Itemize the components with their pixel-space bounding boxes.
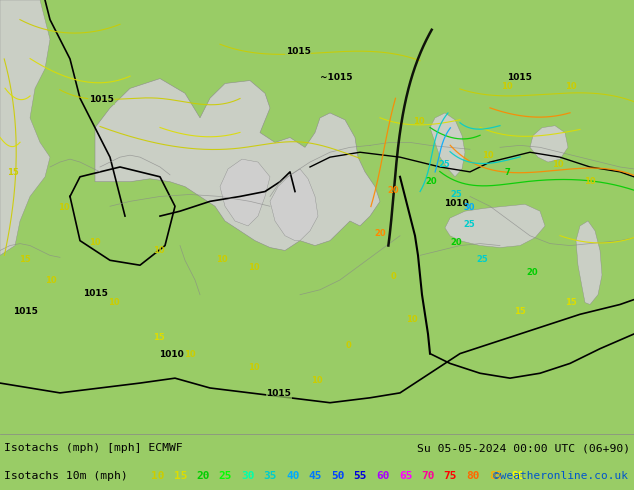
Text: 25: 25 <box>219 471 232 481</box>
Text: 7: 7 <box>504 169 510 177</box>
Text: 10: 10 <box>584 177 595 186</box>
Text: 1015: 1015 <box>13 307 38 316</box>
Text: 55: 55 <box>354 471 367 481</box>
Text: 85: 85 <box>489 471 502 481</box>
Text: 15: 15 <box>7 169 18 177</box>
Text: 10: 10 <box>501 82 513 91</box>
Text: 20: 20 <box>527 268 538 277</box>
Text: 10: 10 <box>153 246 164 255</box>
Text: 15: 15 <box>565 298 576 307</box>
Text: 10: 10 <box>552 160 564 169</box>
Text: 0: 0 <box>346 341 352 350</box>
Text: 1010: 1010 <box>158 350 184 359</box>
Text: 40: 40 <box>286 471 300 481</box>
Text: 1015: 1015 <box>82 290 108 298</box>
Text: 30: 30 <box>242 471 255 481</box>
Text: 10: 10 <box>248 264 259 272</box>
Text: 10: 10 <box>108 298 120 307</box>
Text: 10: 10 <box>184 350 196 359</box>
Polygon shape <box>530 126 568 162</box>
Text: ©weatheronline.co.uk: ©weatheronline.co.uk <box>493 471 628 481</box>
Text: 1010: 1010 <box>444 198 469 208</box>
Text: 1015: 1015 <box>285 48 311 56</box>
Text: 30: 30 <box>463 203 475 212</box>
Polygon shape <box>0 0 50 255</box>
Text: 1015: 1015 <box>266 389 292 398</box>
Text: 20: 20 <box>197 471 210 481</box>
Text: 60: 60 <box>376 471 390 481</box>
Text: 1015: 1015 <box>507 74 533 82</box>
Text: 10: 10 <box>152 471 165 481</box>
Text: 10: 10 <box>58 203 69 212</box>
Text: ~1015: ~1015 <box>320 74 353 82</box>
Text: 10: 10 <box>482 151 494 160</box>
Text: 25: 25 <box>476 255 488 264</box>
Polygon shape <box>445 204 545 247</box>
Text: 70: 70 <box>421 471 435 481</box>
Text: 10: 10 <box>45 276 56 285</box>
Polygon shape <box>430 113 465 177</box>
Text: 20: 20 <box>425 177 437 186</box>
Text: 10: 10 <box>413 117 424 125</box>
Text: 15: 15 <box>153 333 164 342</box>
Text: Isotachs 10m (mph): Isotachs 10m (mph) <box>4 471 127 481</box>
Text: 65: 65 <box>399 471 412 481</box>
Polygon shape <box>270 169 318 241</box>
Text: 80: 80 <box>466 471 480 481</box>
Text: 10: 10 <box>406 315 418 324</box>
Text: 75: 75 <box>444 471 457 481</box>
Text: 10: 10 <box>216 255 228 264</box>
Text: 20: 20 <box>387 186 399 195</box>
Polygon shape <box>576 221 602 304</box>
Text: 15: 15 <box>514 307 526 316</box>
Text: Isotachs (mph) [mph] ECMWF: Isotachs (mph) [mph] ECMWF <box>4 443 183 453</box>
Text: 45: 45 <box>309 471 322 481</box>
Text: 20: 20 <box>451 238 462 246</box>
Text: 15: 15 <box>174 471 187 481</box>
Text: 10: 10 <box>565 82 576 91</box>
Text: 25: 25 <box>463 220 475 229</box>
Text: Su 05-05-2024 00:00 UTC (06+90): Su 05-05-2024 00:00 UTC (06+90) <box>417 443 630 453</box>
Text: 25: 25 <box>451 190 462 199</box>
Text: 20: 20 <box>375 229 386 238</box>
Text: 15: 15 <box>20 255 31 264</box>
Text: 35: 35 <box>264 471 277 481</box>
Text: 25: 25 <box>438 160 450 169</box>
Text: 90: 90 <box>511 471 525 481</box>
Text: 10: 10 <box>248 363 259 372</box>
Polygon shape <box>95 78 380 250</box>
Text: 10: 10 <box>311 376 323 385</box>
Text: 0: 0 <box>390 272 396 281</box>
Polygon shape <box>220 159 270 226</box>
Text: 1015: 1015 <box>89 95 114 104</box>
Text: 10: 10 <box>89 238 101 246</box>
Text: 50: 50 <box>331 471 345 481</box>
